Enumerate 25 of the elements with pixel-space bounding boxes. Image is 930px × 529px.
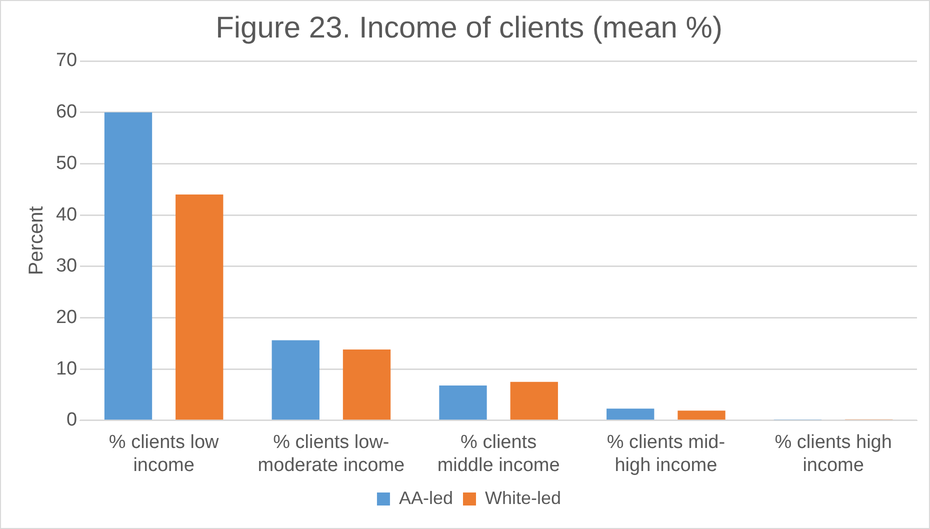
y-tick-label: 50 (56, 152, 78, 174)
x-tick-label: % clients middle income (437, 432, 560, 476)
bar (678, 410, 726, 420)
bar (104, 112, 152, 420)
bar (272, 340, 320, 420)
legend-label: White-led (485, 488, 562, 508)
x-tick-label: % clients low-moderate income (258, 432, 405, 476)
x-tick-label: % clients mid-high income (606, 432, 726, 476)
bar (342, 350, 391, 420)
bar (510, 382, 558, 420)
y-tick-label: 20 (56, 306, 78, 328)
bar (606, 408, 654, 420)
y-tick-label: 10 (56, 358, 78, 380)
y-axis-title: Percent (26, 206, 48, 276)
y-tick-label: 30 (56, 256, 78, 277)
y-tick-label: 60 (56, 102, 78, 123)
bar (176, 194, 224, 420)
y-tick-label: 0 (66, 410, 78, 431)
x-tick-label: % clients low income (108, 432, 219, 476)
bar (439, 385, 487, 420)
legend-label: AA-led (398, 488, 454, 508)
y-tick-label: 40 (56, 204, 78, 226)
x-tick-label: % clients high income (774, 432, 892, 476)
y-tick-label: 70 (56, 50, 78, 72)
chart-title: Figure 23. Income of clients (mean %) (216, 11, 722, 44)
